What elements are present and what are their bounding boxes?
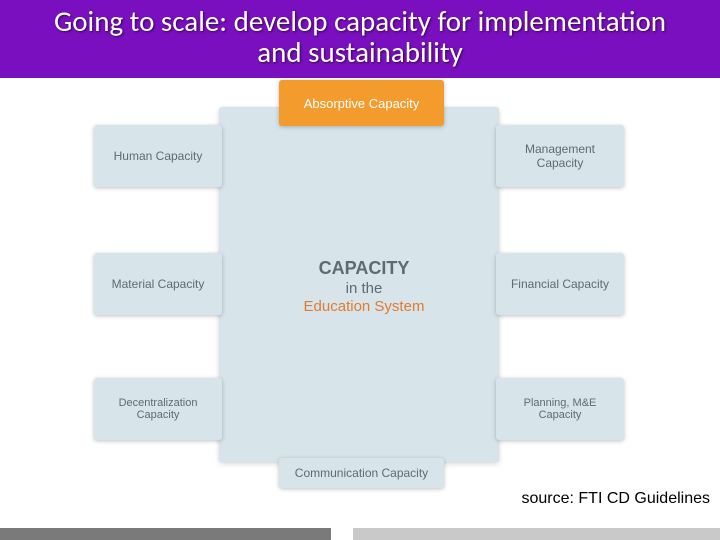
box-human-label: Human Capacity <box>114 149 203 163</box>
box-management: Management Capacity <box>496 125 624 187</box>
box-absorptive: Absorptive Capacity <box>279 80 444 126</box>
box-material-label: Material Capacity <box>112 277 205 291</box>
box-human: Human Capacity <box>94 125 222 187</box>
center-line1: CAPACITY <box>319 257 410 280</box>
center-line2: in the <box>346 280 383 299</box>
footer-edge <box>0 528 720 540</box>
box-financial-label: Financial Capacity <box>511 277 609 291</box>
title-text: Going to scale: develop capacity for imp… <box>40 6 680 69</box>
title-banner: Going to scale: develop capacity for imp… <box>0 0 720 78</box>
center-line3: Education System <box>304 298 425 317</box>
center-label: CAPACITY in the Education System <box>289 252 439 322</box>
box-communication: Communication Capacity <box>279 458 444 488</box>
box-communication-label: Communication Capacity <box>295 466 428 480</box>
box-planning-label: Planning, M&E Capacity <box>504 397 616 421</box>
box-management-label: Management Capacity <box>504 142 616 170</box>
box-planning: Planning, M&E Capacity <box>496 378 624 440</box>
source-text: source: FTI CD Guidelines <box>521 490 710 508</box>
box-material: Material Capacity <box>94 253 222 315</box>
box-decentralization: Decentralization Capacity <box>94 378 222 440</box>
box-decentralization-label: Decentralization Capacity <box>102 397 214 421</box>
box-absorptive-label: Absorptive Capacity <box>304 96 420 111</box>
diagram-canvas: Absorptive Capacity Human Capacity Manag… <box>94 80 626 490</box>
box-financial: Financial Capacity <box>496 253 624 315</box>
